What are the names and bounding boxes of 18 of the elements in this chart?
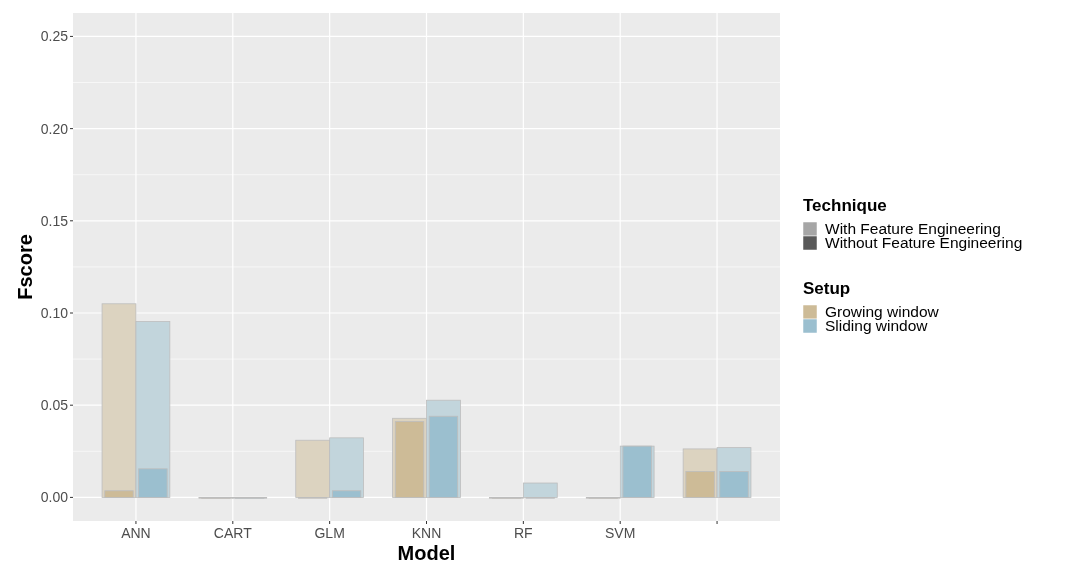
- y-tick-label: 0.15: [40, 212, 69, 229]
- y-tick-label: 0.20: [40, 120, 69, 137]
- text: Technique: [803, 196, 887, 215]
- y-tick-label: 0.10: [40, 304, 69, 321]
- x-tick-label: KNN: [411, 525, 442, 541]
- x-tick-label: CART: [213, 525, 253, 541]
- x-tick-label: SVM: [605, 525, 636, 541]
- text: With Feature Engineering: [825, 220, 1001, 238]
- x-tick-label: GLM: [314, 525, 345, 541]
- x-tick-label: ANN: [121, 525, 151, 541]
- x-tick-label: RF: [514, 525, 533, 541]
- x-axis-title: Model: [397, 542, 456, 564]
- y-tick-label: 0.25: [40, 28, 69, 45]
- y-tick-label: 0.05: [40, 397, 69, 414]
- legend-label: Growing window: [825, 303, 940, 321]
- y-tick-label: 0.00: [40, 489, 69, 506]
- y-axis-title: Fscore: [14, 234, 36, 300]
- legend-title: Setup: [803, 279, 851, 298]
